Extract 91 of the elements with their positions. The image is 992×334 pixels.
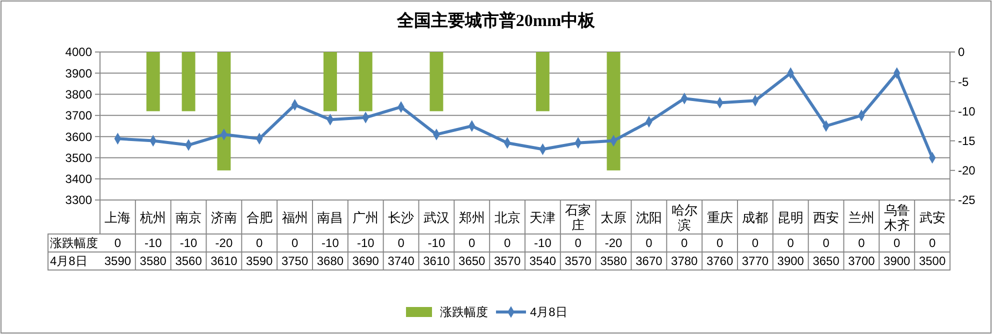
data-label: 0	[574, 236, 582, 250]
data-label: 3770	[742, 254, 769, 268]
y2-tick-label: -5	[958, 74, 969, 89]
data-label: 0	[291, 236, 298, 250]
data-label: 0	[716, 236, 724, 250]
data-label: 3680	[316, 254, 344, 268]
data-label: 0	[681, 236, 688, 250]
y-tick-label: 4000	[65, 45, 92, 60]
x-tick-label: 兰州	[848, 210, 874, 225]
x-tick-label: 上海	[104, 210, 131, 225]
y2-tick-label: 0	[958, 45, 965, 60]
data-label: 3900	[884, 254, 911, 268]
x-tick-label: 武汉	[423, 210, 450, 225]
y-tick-label: 3600	[65, 130, 92, 144]
x-tick-label: 福州	[282, 210, 308, 225]
chart-title: 全国主要城市普20mm中板	[396, 10, 596, 30]
data-label: -10	[180, 236, 198, 250]
x-tick-label: 天津	[530, 210, 556, 225]
data-label: 3610	[210, 254, 238, 268]
data-label: 0	[646, 236, 653, 250]
data-label: 3650	[812, 254, 840, 268]
data-label: 3650	[458, 254, 486, 268]
data-label: 3690	[352, 254, 380, 268]
x-tick-label: 石家庄	[565, 202, 592, 232]
x-tick-label: 昆明	[778, 210, 804, 225]
text: 涨跌幅度	[50, 236, 98, 250]
y2-tick-label: -25	[958, 193, 976, 208]
y-tick-label: 3900	[65, 66, 92, 80]
data-label: 0	[858, 236, 866, 250]
x-tick-label: 沈阳	[636, 210, 662, 225]
data-label: 0	[398, 236, 405, 250]
data-label: 0	[114, 236, 122, 250]
x-tick-label: 乌鲁木齐	[884, 202, 910, 232]
data-label: -10	[144, 236, 162, 250]
data-label: 3580	[600, 254, 628, 268]
x-tick-label: 北京	[494, 210, 520, 225]
data-label: -10	[356, 236, 375, 250]
data-label: 3570	[494, 254, 521, 268]
data-label: 3700	[848, 254, 876, 268]
data-label: -10	[322, 236, 340, 250]
data-label: 3900	[777, 254, 804, 268]
text: 4月8日	[50, 254, 88, 268]
y-tick-label: 3700	[65, 108, 92, 123]
data-label: 0	[894, 236, 901, 250]
x-tick-label: 杭州	[139, 210, 166, 225]
data-label: -10	[534, 236, 552, 250]
y2-tick-label: -20	[958, 164, 976, 178]
data-label: 3670	[636, 254, 663, 268]
data-label: 0	[822, 236, 830, 250]
data-label: -20	[604, 236, 623, 250]
x-tick-label: 南昌	[317, 210, 344, 225]
x-tick-label: 武安	[919, 210, 946, 225]
y-tick-label: 3800	[65, 87, 92, 102]
data-label: 3590	[246, 254, 274, 268]
data-label: 0	[468, 236, 476, 250]
y-tick-label: 3500	[65, 150, 92, 165]
x-tick-label: 郑州	[458, 210, 485, 225]
y-tick-label: 3300	[65, 193, 92, 208]
data-label: 0	[256, 236, 264, 250]
x-tick-label: 济南	[210, 210, 237, 225]
data-label: 0	[504, 236, 511, 250]
x-tick-label: 成都	[742, 210, 768, 225]
data-label: 3570	[564, 254, 592, 268]
x-tick-label: 重庆	[706, 210, 733, 225]
data-label: 3740	[388, 254, 415, 268]
data-label: 3760	[706, 254, 734, 268]
data-label: 3540	[529, 254, 556, 268]
y-tick-label: 3400	[65, 172, 92, 186]
x-tick-label: 长沙	[388, 210, 414, 225]
data-label: -10	[428, 236, 446, 250]
legend-label: 4月8日	[530, 305, 568, 320]
x-tick-label: 太原	[600, 210, 627, 225]
data-label: 3610	[423, 254, 450, 268]
data-label: 3780	[671, 254, 698, 268]
x-tick-label: 哈尔滨	[671, 202, 698, 232]
x-tick-label: 西安	[813, 210, 840, 225]
data-label: 0	[752, 236, 759, 250]
data-label: 3580	[140, 254, 167, 268]
x-tick-label: 南京	[176, 210, 202, 225]
legend-label: 涨跌幅度	[440, 305, 488, 320]
data-label: 3560	[175, 254, 202, 268]
data-label: 3590	[104, 254, 132, 268]
data-label: 0	[928, 236, 936, 250]
y2-tick-label: -15	[958, 134, 976, 148]
data-label: 3500	[918, 254, 946, 268]
data-label: 3750	[281, 254, 308, 268]
y2-tick-label: -10	[958, 104, 976, 118]
x-tick-label: 广州	[352, 210, 379, 225]
data-label: -20	[215, 236, 233, 250]
x-tick-label: 合肥	[246, 210, 272, 225]
data-label: 0	[787, 236, 794, 250]
